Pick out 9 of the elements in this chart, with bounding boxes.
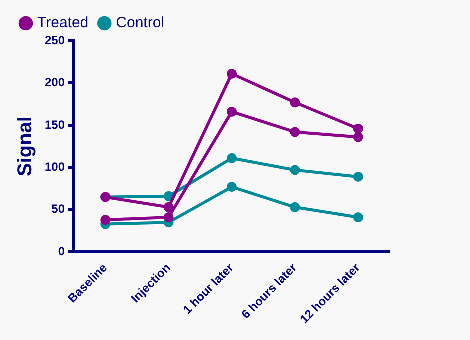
y-tick-label: 0	[58, 244, 66, 258]
y-tick-label: 250	[44, 33, 66, 48]
y-tick-label: 50	[52, 202, 66, 216]
y-tick-label: 100	[44, 160, 66, 174]
y-tick-label: 150	[44, 118, 66, 132]
legend-label: Treated	[38, 14, 89, 32]
y-tick-label: 200	[44, 76, 66, 90]
legend-label: Control	[116, 14, 164, 32]
y-axis-title: Signal	[14, 116, 37, 177]
